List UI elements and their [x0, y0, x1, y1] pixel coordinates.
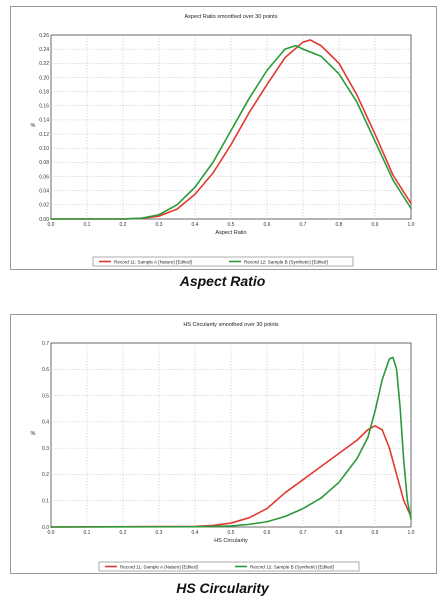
- hs-circularity-chart-panel: HS Circularity smoothed over 30 points 0.…: [10, 314, 437, 574]
- aspect-ratio-chart-panel: Aspect Ratio smoothed over 30 points 0.0 0…: [10, 6, 437, 270]
- x-tick-label: 0.1: [84, 530, 91, 536]
- y-tick-label: 0.16: [39, 104, 49, 110]
- x-tick-label: 0.4: [192, 222, 199, 228]
- x-tick-label: 0.7: [300, 222, 307, 228]
- legend-box: [92, 256, 354, 267]
- y-tick-label: 0.02: [39, 203, 49, 209]
- y-tick-label: 0.6: [42, 367, 49, 373]
- legend-entry-2: Record 12: Sample B (Synthetic) [Edited]: [244, 259, 328, 264]
- x-tick-label: 0.1: [84, 222, 91, 228]
- y-tick-label: 0.1: [42, 499, 49, 505]
- y-axis-label: %: [31, 123, 36, 129]
- x-tick-label: 0.3: [156, 530, 163, 536]
- legend-box: [98, 561, 360, 572]
- series-line-1: [50, 425, 412, 528]
- chart-title: HS Circularity smoothed over 30 points: [183, 322, 279, 328]
- x-tick-label: 0.5: [228, 530, 235, 536]
- x-tick-label: 0.0: [48, 530, 55, 536]
- x-tick-label: 1.0: [408, 530, 415, 536]
- y-tick-label: 0.7: [42, 341, 49, 347]
- x-tick-label: 0.4: [192, 530, 199, 536]
- y-tick-label: 0.0: [42, 525, 49, 531]
- y-tick-label: 0.3: [42, 446, 49, 452]
- y-tick-label: 0.08: [39, 160, 49, 166]
- y-tick-label: 0.24: [39, 47, 49, 53]
- y-tick-label: 0.10: [39, 146, 49, 152]
- legend-entry-2: Record 12: Sample B (Synthetic) [Edited]: [250, 564, 334, 569]
- chart-title: Aspect Ratio smoothed over 30 points: [185, 14, 278, 20]
- aspect-ratio-caption: Aspect Ratio: [179, 273, 266, 289]
- y-tick-label: 0.4: [42, 420, 49, 426]
- hs-circularity-chart: HS Circularity smoothed over 30 points 0.…: [31, 322, 415, 572]
- y-tick-label: 0.04: [39, 188, 49, 194]
- series-line-2: [50, 44, 412, 220]
- x-tick-label: 0.6: [264, 222, 271, 228]
- y-tick-label: 0.18: [39, 89, 49, 95]
- y-tick-label: 0.00: [39, 217, 49, 223]
- x-tick-label: 0.2: [120, 530, 127, 536]
- x-tick-label: 0.9: [372, 530, 379, 536]
- y-tick-label: 0.14: [39, 118, 49, 124]
- y-tick-label: 0.26: [39, 33, 49, 39]
- legend-entry-1: Record 11: Sample A (Nature) [Edited]: [114, 259, 192, 264]
- x-tick-label: 0.8: [336, 222, 343, 228]
- x-tick-label: 0.7: [300, 530, 307, 536]
- y-axis-label: %: [31, 431, 36, 437]
- x-tick-label: 0.6: [264, 530, 271, 536]
- x-tick-label: 0.2: [120, 222, 127, 228]
- x-tick-label: 0.3: [156, 222, 163, 228]
- x-tick-label: 0.8: [336, 530, 343, 536]
- y-tick-label: 0.20: [39, 75, 49, 81]
- series-line-1: [50, 39, 412, 220]
- x-tick-label: 0.0: [48, 222, 55, 228]
- series-line-2: [50, 356, 412, 528]
- x-tick-label: 0.5: [228, 222, 235, 228]
- y-tick-label: 0.5: [42, 393, 49, 399]
- y-tick-label: 0.22: [39, 61, 49, 67]
- y-tick-label: 0.06: [39, 174, 49, 180]
- y-tick-label: 0.2: [42, 472, 49, 478]
- hs-circularity-caption: HS Circularity: [176, 580, 269, 596]
- x-axis-label: Aspect Ratio: [215, 230, 246, 236]
- x-tick-label: 0.9: [372, 222, 379, 228]
- x-axis-label: HS Circularity: [214, 538, 248, 544]
- x-tick-label: 1.0: [408, 222, 415, 228]
- y-tick-label: 0.12: [39, 132, 49, 138]
- legend-entry-1: Record 11: Sample A (Nature) [Edited]: [120, 564, 198, 569]
